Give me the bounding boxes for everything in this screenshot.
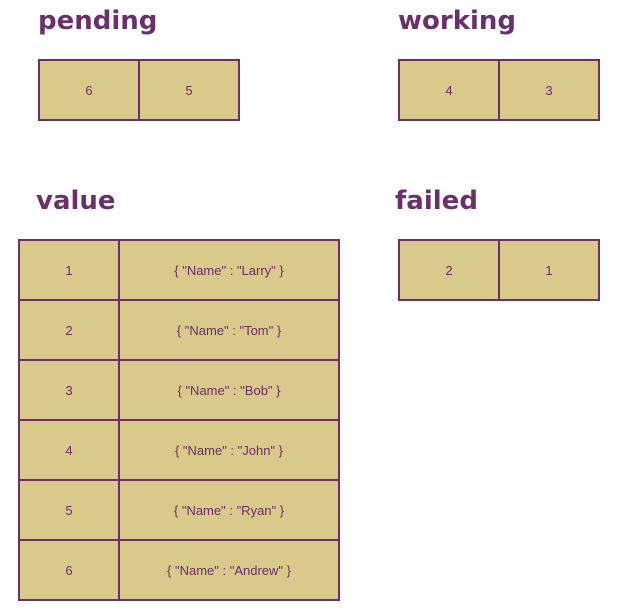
failed-item: 2 (398, 239, 500, 301)
pending-queue: 6 5 (38, 59, 240, 121)
value-row: 2 { "Name" : "Tom" } (18, 299, 340, 361)
working-item: 3 (498, 59, 600, 121)
value-row: 4 { "Name" : "John" } (18, 419, 340, 481)
failed-heading: failed (395, 186, 478, 216)
value-table: 1 { "Name" : "Larry" } 2 { "Name" : "Tom… (18, 239, 340, 601)
value-json: { "Name" : "Andrew" } (118, 539, 340, 601)
value-row: 3 { "Name" : "Bob" } (18, 359, 340, 421)
working-item: 4 (398, 59, 500, 121)
value-row: 6 { "Name" : "Andrew" } (18, 539, 340, 601)
working-heading: working (398, 6, 517, 36)
value-row: 1 { "Name" : "Larry" } (18, 239, 340, 301)
failed-item: 1 (498, 239, 600, 301)
value-key: 6 (18, 539, 120, 601)
value-json: { "Name" : "John" } (118, 419, 340, 481)
value-key: 2 (18, 299, 120, 361)
value-key: 1 (18, 239, 120, 301)
value-json: { "Name" : "Tom" } (118, 299, 340, 361)
value-row: 5 { "Name" : "Ryan" } (18, 479, 340, 541)
pending-heading: pending (38, 6, 158, 36)
pending-item: 5 (138, 59, 240, 121)
pending-item: 6 (38, 59, 140, 121)
working-queue: 4 3 (398, 59, 600, 121)
value-heading: value (36, 186, 116, 216)
value-key: 3 (18, 359, 120, 421)
failed-queue: 2 1 (398, 239, 600, 301)
value-key: 5 (18, 479, 120, 541)
value-json: { "Name" : "Bob" } (118, 359, 340, 421)
value-json: { "Name" : "Larry" } (118, 239, 340, 301)
value-key: 4 (18, 419, 120, 481)
value-json: { "Name" : "Ryan" } (118, 479, 340, 541)
